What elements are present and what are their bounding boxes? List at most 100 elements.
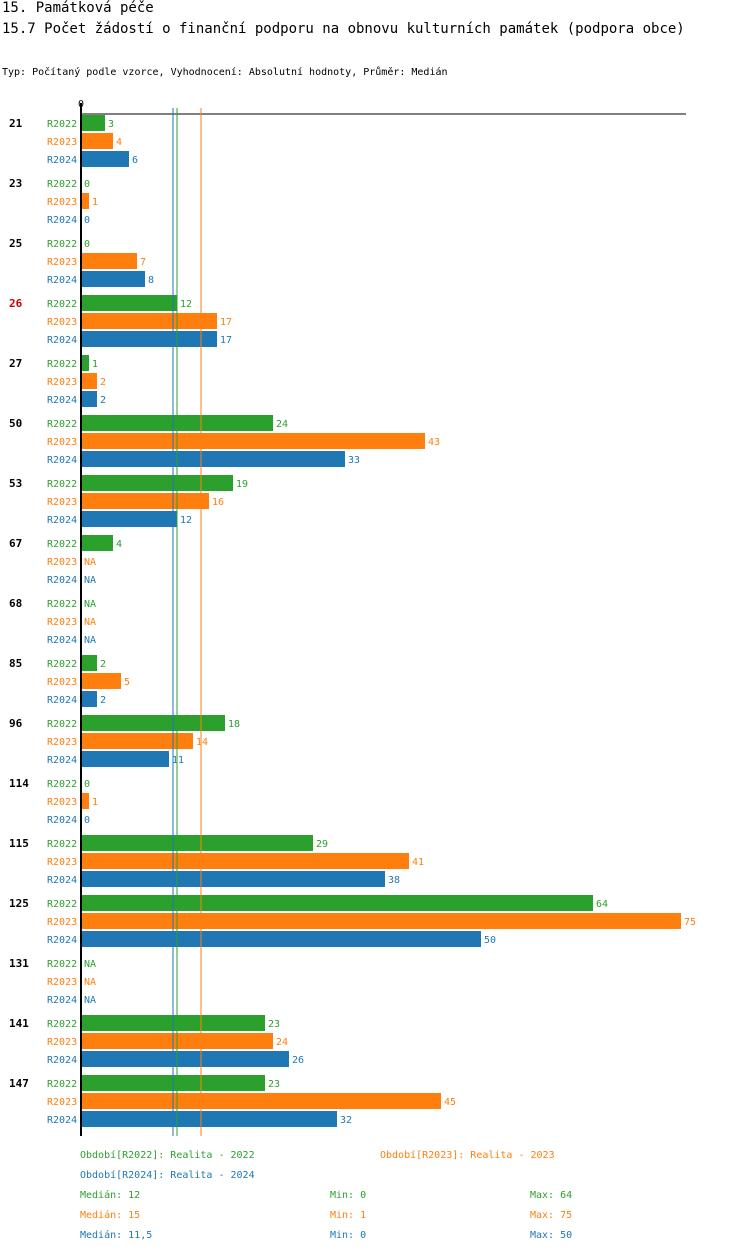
- bar-R2024-96: [81, 751, 169, 767]
- value-label-R2022-114: 0: [84, 779, 90, 790]
- bar-R2023-85: [81, 673, 121, 689]
- legend-median-2023: Medián: 15: [80, 1210, 141, 1221]
- series-label-R2024-21: R2024: [47, 155, 77, 166]
- series-label-R2023-67: R2023: [47, 557, 77, 568]
- category-label-125: 125: [9, 897, 29, 910]
- bar-R2023-115: [81, 853, 409, 869]
- value-label-R2023-53: 16: [212, 497, 224, 508]
- series-label-R2024-147: R2024: [47, 1115, 77, 1126]
- value-label-R2023-27: 2: [100, 377, 106, 388]
- value-label-R2024-25: 8: [148, 275, 154, 286]
- legend-max-2024: Max: 50: [530, 1230, 573, 1241]
- series-label-R2024-25: R2024: [47, 275, 77, 286]
- series-label-R2023-27: R2023: [47, 377, 77, 388]
- value-label-R2022-125: 64: [596, 899, 608, 910]
- series-label-R2022-85: R2022: [47, 659, 77, 670]
- category-label-25: 25: [9, 237, 22, 250]
- category-label-115: 115: [9, 837, 29, 850]
- series-label-R2022-26: R2022: [47, 299, 77, 310]
- series-label-R2023-53: R2023: [47, 497, 77, 508]
- value-label-R2024-50: 33: [348, 455, 360, 466]
- value-label-R2022-50: 24: [276, 419, 288, 430]
- series-label-R2024-67: R2024: [47, 575, 77, 586]
- value-label-R2023-50: 43: [428, 437, 440, 448]
- bar-R2024-26: [81, 331, 217, 347]
- series-label-R2022-131: R2022: [47, 959, 77, 970]
- series-label-R2022-115: R2022: [47, 839, 77, 850]
- chart-title: 15.7 Počet žádostí o finanční podporu na…: [2, 21, 685, 37]
- na-label-R2024-68: NA: [84, 635, 96, 646]
- value-label-R2023-26: 17: [220, 317, 232, 328]
- series-label-R2024-114: R2024: [47, 815, 77, 826]
- series-label-R2023-131: R2023: [47, 977, 77, 988]
- bar-R2023-53: [81, 493, 209, 509]
- bar-R2024-21: [81, 151, 129, 167]
- bar-R2022-21: [81, 115, 105, 131]
- series-label-R2022-96: R2022: [47, 719, 77, 730]
- value-label-R2022-147: 23: [268, 1079, 280, 1090]
- category-label-85: 85: [9, 657, 22, 670]
- value-label-R2022-115: 29: [316, 839, 328, 850]
- category-label-147: 147: [9, 1077, 29, 1090]
- bar-R2024-147: [81, 1111, 337, 1127]
- series-label-R2023-23: R2023: [47, 197, 77, 208]
- series-label-R2023-141: R2023: [47, 1037, 77, 1048]
- legend-max-2023: Max: 75: [530, 1210, 573, 1221]
- series-label-R2023-25: R2023: [47, 257, 77, 268]
- na-label-R2023-131: NA: [84, 977, 96, 988]
- bar-chart: 021R20223R20234R2024623R20220R20231R2024…: [9, 99, 696, 1136]
- value-label-R2023-125: 75: [684, 917, 696, 928]
- series-label-R2024-125: R2024: [47, 935, 77, 946]
- bar-R2024-53: [81, 511, 177, 527]
- series-label-R2023-147: R2023: [47, 1097, 77, 1108]
- value-label-R2023-23: 1: [92, 197, 98, 208]
- series-label-R2024-68: R2024: [47, 635, 77, 646]
- series-label-R2022-141: R2022: [47, 1019, 77, 1030]
- value-label-R2023-147: 45: [444, 1097, 456, 1108]
- value-label-R2022-85: 2: [100, 659, 106, 670]
- category-label-50: 50: [9, 417, 22, 430]
- value-label-R2023-115: 41: [412, 857, 424, 868]
- bar-R2024-125: [81, 931, 481, 947]
- legend-median-2024: Medián: 11,5: [80, 1230, 153, 1241]
- category-label-131: 131: [9, 957, 29, 970]
- legend-period-2023: Období[R2023]: Realita - 2023: [380, 1150, 555, 1161]
- series-label-R2024-27: R2024: [47, 395, 77, 406]
- legend-min-2023: Min: 1: [330, 1210, 367, 1221]
- value-label-R2024-115: 38: [388, 875, 400, 886]
- value-label-R2022-27: 1: [92, 359, 98, 370]
- series-label-R2022-147: R2022: [47, 1079, 77, 1090]
- value-label-R2024-147: 32: [340, 1115, 352, 1126]
- value-label-R2022-141: 23: [268, 1019, 280, 1030]
- value-label-R2024-114: 0: [84, 815, 90, 826]
- value-label-R2024-27: 2: [100, 395, 106, 406]
- na-label-R2024-67: NA: [84, 575, 96, 586]
- series-label-R2022-23: R2022: [47, 179, 77, 190]
- value-label-R2023-114: 1: [92, 797, 98, 808]
- legend-min-2024: Min: 0: [330, 1230, 367, 1241]
- legend-period-2022: Období[R2022]: Realita - 2022: [80, 1150, 255, 1161]
- bar-R2024-115: [81, 871, 385, 887]
- value-label-R2022-21: 3: [108, 119, 114, 130]
- bar-R2024-141: [81, 1051, 289, 1067]
- bar-R2023-25: [81, 253, 137, 269]
- legend-min-2022: Min: 0: [330, 1190, 367, 1201]
- bar-R2024-27: [81, 391, 97, 407]
- series-label-R2023-114: R2023: [47, 797, 77, 808]
- series-label-R2022-68: R2022: [47, 599, 77, 610]
- page-title: 15. Památková péče: [2, 0, 154, 16]
- bar-R2023-50: [81, 433, 425, 449]
- series-label-R2022-50: R2022: [47, 419, 77, 430]
- value-label-R2024-96: 11: [172, 755, 184, 766]
- bar-R2022-67: [81, 535, 113, 551]
- bar-R2022-85: [81, 655, 97, 671]
- bar-R2024-50: [81, 451, 345, 467]
- na-label-R2023-67: NA: [84, 557, 96, 568]
- category-label-23: 23: [9, 177, 22, 190]
- category-label-96: 96: [9, 717, 23, 730]
- bar-R2023-147: [81, 1093, 441, 1109]
- value-label-R2023-85: 5: [124, 677, 130, 688]
- series-label-R2023-21: R2023: [47, 137, 77, 148]
- bar-R2023-96: [81, 733, 193, 749]
- value-label-R2022-25: 0: [84, 239, 90, 250]
